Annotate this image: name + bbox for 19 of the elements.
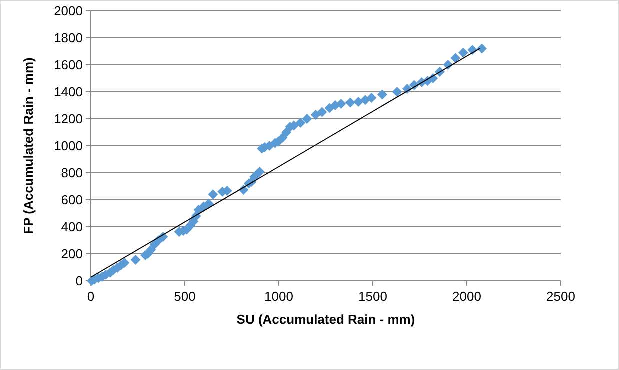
x-tick-label: 2000 — [452, 289, 482, 304]
y-tick-label: 800 — [61, 166, 83, 181]
x-tick-label: 1000 — [264, 289, 294, 304]
y-tick-label: 2000 — [54, 4, 83, 19]
x-tick-label: 1500 — [358, 289, 388, 304]
y-tick-label: 1800 — [54, 30, 83, 46]
y-axis-title: FP (Accumulated Rain - mm) — [21, 58, 36, 234]
x-tick-label: 0 — [87, 289, 95, 304]
x-tick-label: 500 — [174, 289, 196, 304]
y-tick-label: 400 — [61, 220, 83, 235]
x-axis-title: SU (Accumulated Rain - mm) — [236, 312, 416, 327]
x-tick-label: 2500 — [546, 289, 576, 304]
y-tick-label: 1200 — [54, 112, 83, 127]
y-tick-label: 1000 — [54, 138, 83, 154]
y-tick-label: 200 — [61, 246, 83, 262]
y-tick-label: 600 — [61, 192, 83, 208]
y-tick-label: 1400 — [54, 84, 83, 100]
y-tick-label: 0 — [76, 274, 83, 289]
y-tick-label: 1600 — [54, 58, 83, 73]
